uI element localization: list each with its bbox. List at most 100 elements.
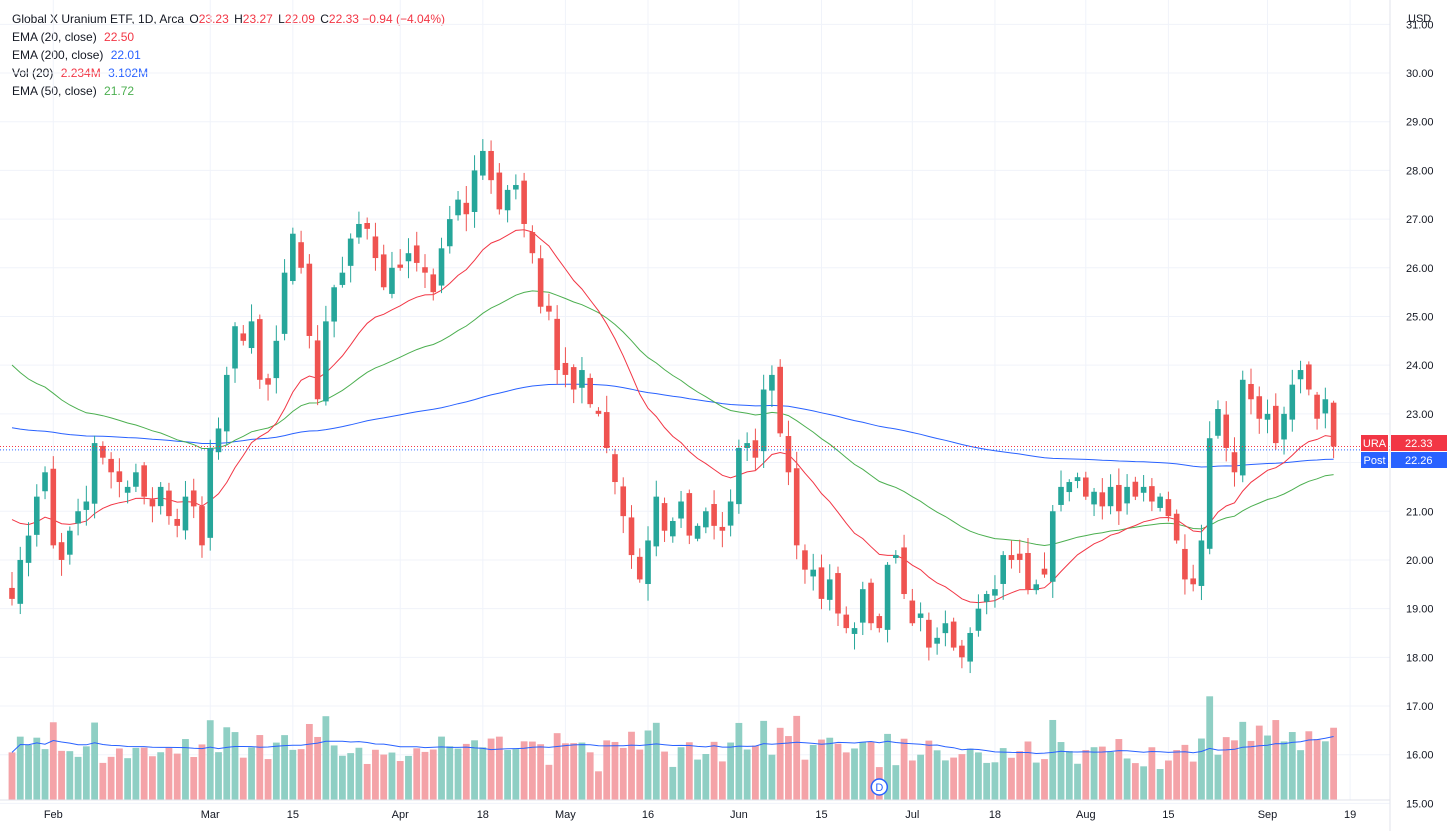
candle-body [1297, 370, 1304, 380]
volume-bar [256, 735, 264, 800]
volume-bar [16, 736, 24, 800]
legend-ema200[interactable]: EMA (200, close) 22.01 [12, 46, 445, 64]
ema50-line [11, 290, 1334, 547]
volume-bar [1247, 740, 1255, 800]
volume-bar [644, 730, 652, 800]
volume-bar [1123, 758, 1131, 800]
volume-bar [752, 745, 759, 800]
candle-body [1099, 492, 1106, 507]
price-tick-label: 28.00 [1406, 165, 1434, 177]
candle-body [1025, 552, 1031, 590]
candle-body [562, 362, 569, 375]
candle-body [1272, 405, 1279, 444]
volume-bar [33, 737, 41, 800]
volume-bar [82, 746, 90, 800]
candle-body [240, 333, 247, 341]
open-value: 23.23 [198, 12, 229, 26]
candle-body [785, 436, 792, 473]
candle-body [868, 582, 874, 624]
candle-body [521, 180, 527, 224]
volume-bar [1131, 763, 1139, 800]
candle-body [711, 504, 717, 526]
candle-body [967, 632, 973, 662]
candle-body [67, 530, 73, 555]
candle-body [686, 493, 693, 536]
symbol-title[interactable]: Global X Uranium ETF, 1D, Arca [12, 12, 185, 26]
candle-body [678, 501, 684, 519]
close-label: C [320, 12, 329, 26]
volume-bar [553, 733, 561, 800]
price-label-value-box [1391, 452, 1447, 468]
price-tick-label: 24.00 [1406, 360, 1434, 372]
volume-bar [793, 715, 801, 800]
candle-body [835, 573, 841, 614]
candle-body [909, 600, 916, 624]
volume-bar [1321, 741, 1329, 800]
legend-ema20[interactable]: EMA (20, close) 22.50 [12, 28, 445, 46]
legend-ema50[interactable]: EMA (50, close) 21.72 [12, 82, 445, 100]
time-tick-label: Apr [392, 809, 409, 821]
volume-bar [1165, 760, 1172, 800]
candle-body [397, 264, 404, 268]
volume-bar [1189, 761, 1197, 800]
candle-body [694, 525, 701, 539]
volume-bar [165, 747, 173, 800]
candle-body [876, 616, 883, 629]
volume-bar [818, 739, 825, 800]
volume-bar [372, 749, 379, 800]
price-tick-label: 20.00 [1406, 555, 1434, 567]
price-tick-label: 18.00 [1406, 652, 1434, 664]
close-value: 22.33 [328, 12, 359, 26]
volume-bar [727, 742, 735, 800]
candle-body [1157, 496, 1163, 508]
candle-body [1091, 491, 1097, 505]
candle-body [33, 496, 40, 535]
candle-body [661, 503, 668, 531]
candle-body [331, 287, 337, 322]
volume-bar [1041, 759, 1048, 800]
volume-bar [636, 749, 644, 800]
change-value: −0.94 (−4.04%) [362, 12, 446, 26]
volume-bar [991, 762, 999, 800]
volume-bar [925, 740, 933, 800]
candle-body [58, 542, 65, 560]
price-label-value: 22.26 [1405, 455, 1433, 467]
candle-body [1041, 568, 1048, 575]
high-label: H [234, 12, 243, 26]
volume-bar [586, 752, 594, 800]
candle-body [347, 238, 354, 266]
candle-body [9, 587, 15, 599]
volume-bar [182, 739, 189, 800]
candle-body [496, 172, 503, 210]
time-tick-label: Mar [201, 809, 220, 821]
volume-bar [884, 733, 891, 800]
candle-body [248, 321, 255, 349]
volume-bar [595, 771, 602, 800]
volume-bar [446, 746, 454, 800]
volume-bar [322, 716, 330, 800]
candle-body [223, 374, 230, 432]
volume-bar [1198, 738, 1205, 800]
volume-bar [1065, 750, 1073, 800]
volume-bar [115, 748, 123, 800]
volume-bar [1024, 741, 1032, 800]
volume-bar [215, 752, 222, 800]
volume-bar [801, 759, 809, 800]
candle-body [1206, 438, 1213, 549]
volume-bar [983, 762, 991, 800]
candle-body [727, 501, 734, 526]
candle-body [405, 253, 412, 262]
candle-body [108, 458, 114, 473]
price-tick-label: 16.00 [1406, 750, 1434, 762]
volume-bar [1156, 769, 1164, 800]
candle-body [645, 540, 651, 585]
volume-bar [107, 756, 115, 800]
time-tick-label: 15 [1162, 809, 1174, 821]
candle-body [859, 589, 866, 623]
chart-legend: Global X Uranium ETF, 1D, Arca O23.23 H2… [12, 10, 445, 100]
volume-bar [1280, 741, 1288, 800]
candle-body [1008, 555, 1015, 560]
volume-ma-line [11, 736, 1334, 755]
volume-bar [8, 752, 16, 800]
